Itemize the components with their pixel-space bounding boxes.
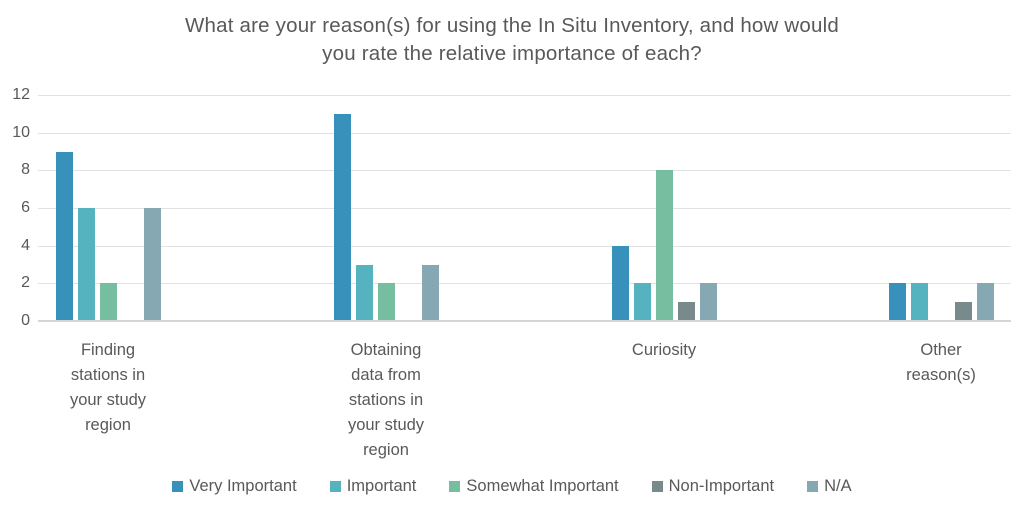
legend-label: N/A	[824, 477, 852, 495]
bar-important-cat2	[355, 264, 373, 320]
legend-label: Important	[346, 477, 417, 495]
bar-very-important-cat2	[333, 113, 351, 320]
bar-group-3	[611, 95, 717, 321]
bar-non-important-cat3	[677, 302, 695, 320]
bar-important-cat4	[910, 283, 928, 320]
legend-item-very-important: Very Important	[172, 476, 297, 496]
bar-important-cat3	[633, 283, 651, 320]
legend-label: Very Important	[189, 477, 297, 495]
chart-title-line-1: What are your reason(s) for using the In…	[184, 14, 839, 37]
legend-item-n-a: N/A	[807, 476, 852, 496]
legend-label: Somewhat Important	[466, 477, 619, 495]
category-label-4: Other reason(s)	[906, 341, 976, 384]
legend-label: Non-Important	[668, 477, 775, 495]
bar-somewhat-important-cat2	[377, 283, 395, 320]
y-tick-label-4: 4	[21, 236, 30, 254]
y-tick-label-10: 10	[12, 123, 30, 141]
plot-area	[38, 95, 1011, 322]
bar-important-cat1	[77, 208, 95, 320]
bar-very-important-cat1	[55, 151, 73, 320]
legend-swatch-icon	[172, 480, 184, 492]
gridline-y4	[38, 245, 1011, 247]
y-tick-label-0: 0	[21, 312, 30, 329]
legend-item-non-important: Non-Important	[651, 476, 775, 496]
bar-n-a-cat1	[143, 208, 161, 320]
legend-swatch-icon	[807, 480, 819, 492]
bar-very-important-cat3	[611, 245, 629, 320]
y-tick-label-8: 8	[21, 161, 30, 179]
legend-swatch-icon	[329, 480, 341, 492]
bar-very-important-cat4	[888, 283, 906, 320]
bar-somewhat-important-cat3	[655, 170, 673, 320]
legend-swatch-icon	[651, 480, 663, 492]
gridline-y8	[38, 170, 1011, 172]
gridline-y6	[38, 208, 1011, 209]
legend-swatch-icon	[449, 480, 461, 492]
legend-item-important: Important	[329, 476, 417, 496]
category-label-3: Curiosity	[631, 341, 697, 359]
chart-title-line-2: you rate the relative importance of each…	[322, 42, 702, 65]
bar-n-a-cat2	[421, 264, 439, 320]
category-label-1: Finding stations in your study region	[69, 341, 147, 434]
bar-somewhat-important-cat1	[99, 283, 117, 320]
bar-non-important-cat4	[954, 302, 972, 320]
gridline-y2	[38, 283, 1011, 285]
gridline-y0	[38, 320, 1011, 322]
y-tick-label-12: 12	[12, 86, 30, 103]
bar-group-4	[888, 95, 994, 321]
y-tick-label-6: 6	[21, 199, 30, 216]
bar-n-a-cat4	[976, 283, 994, 320]
y-tick-label-2: 2	[21, 274, 30, 292]
bar-n-a-cat3	[699, 283, 717, 320]
bar-group-1	[55, 95, 161, 321]
gridline-y12	[38, 95, 1011, 96]
gridline-y10	[38, 132, 1011, 134]
legend-item-somewhat-important: Somewhat Important	[449, 476, 619, 496]
chart-title: What are your reason(s) for using the In…	[0, 12, 1024, 68]
category-label-2: Obtaining data from stations in your stu…	[347, 341, 425, 459]
chart-legend: Very Important Important Somewhat Importan…	[0, 476, 1024, 496]
bar-group-2	[333, 95, 439, 321]
